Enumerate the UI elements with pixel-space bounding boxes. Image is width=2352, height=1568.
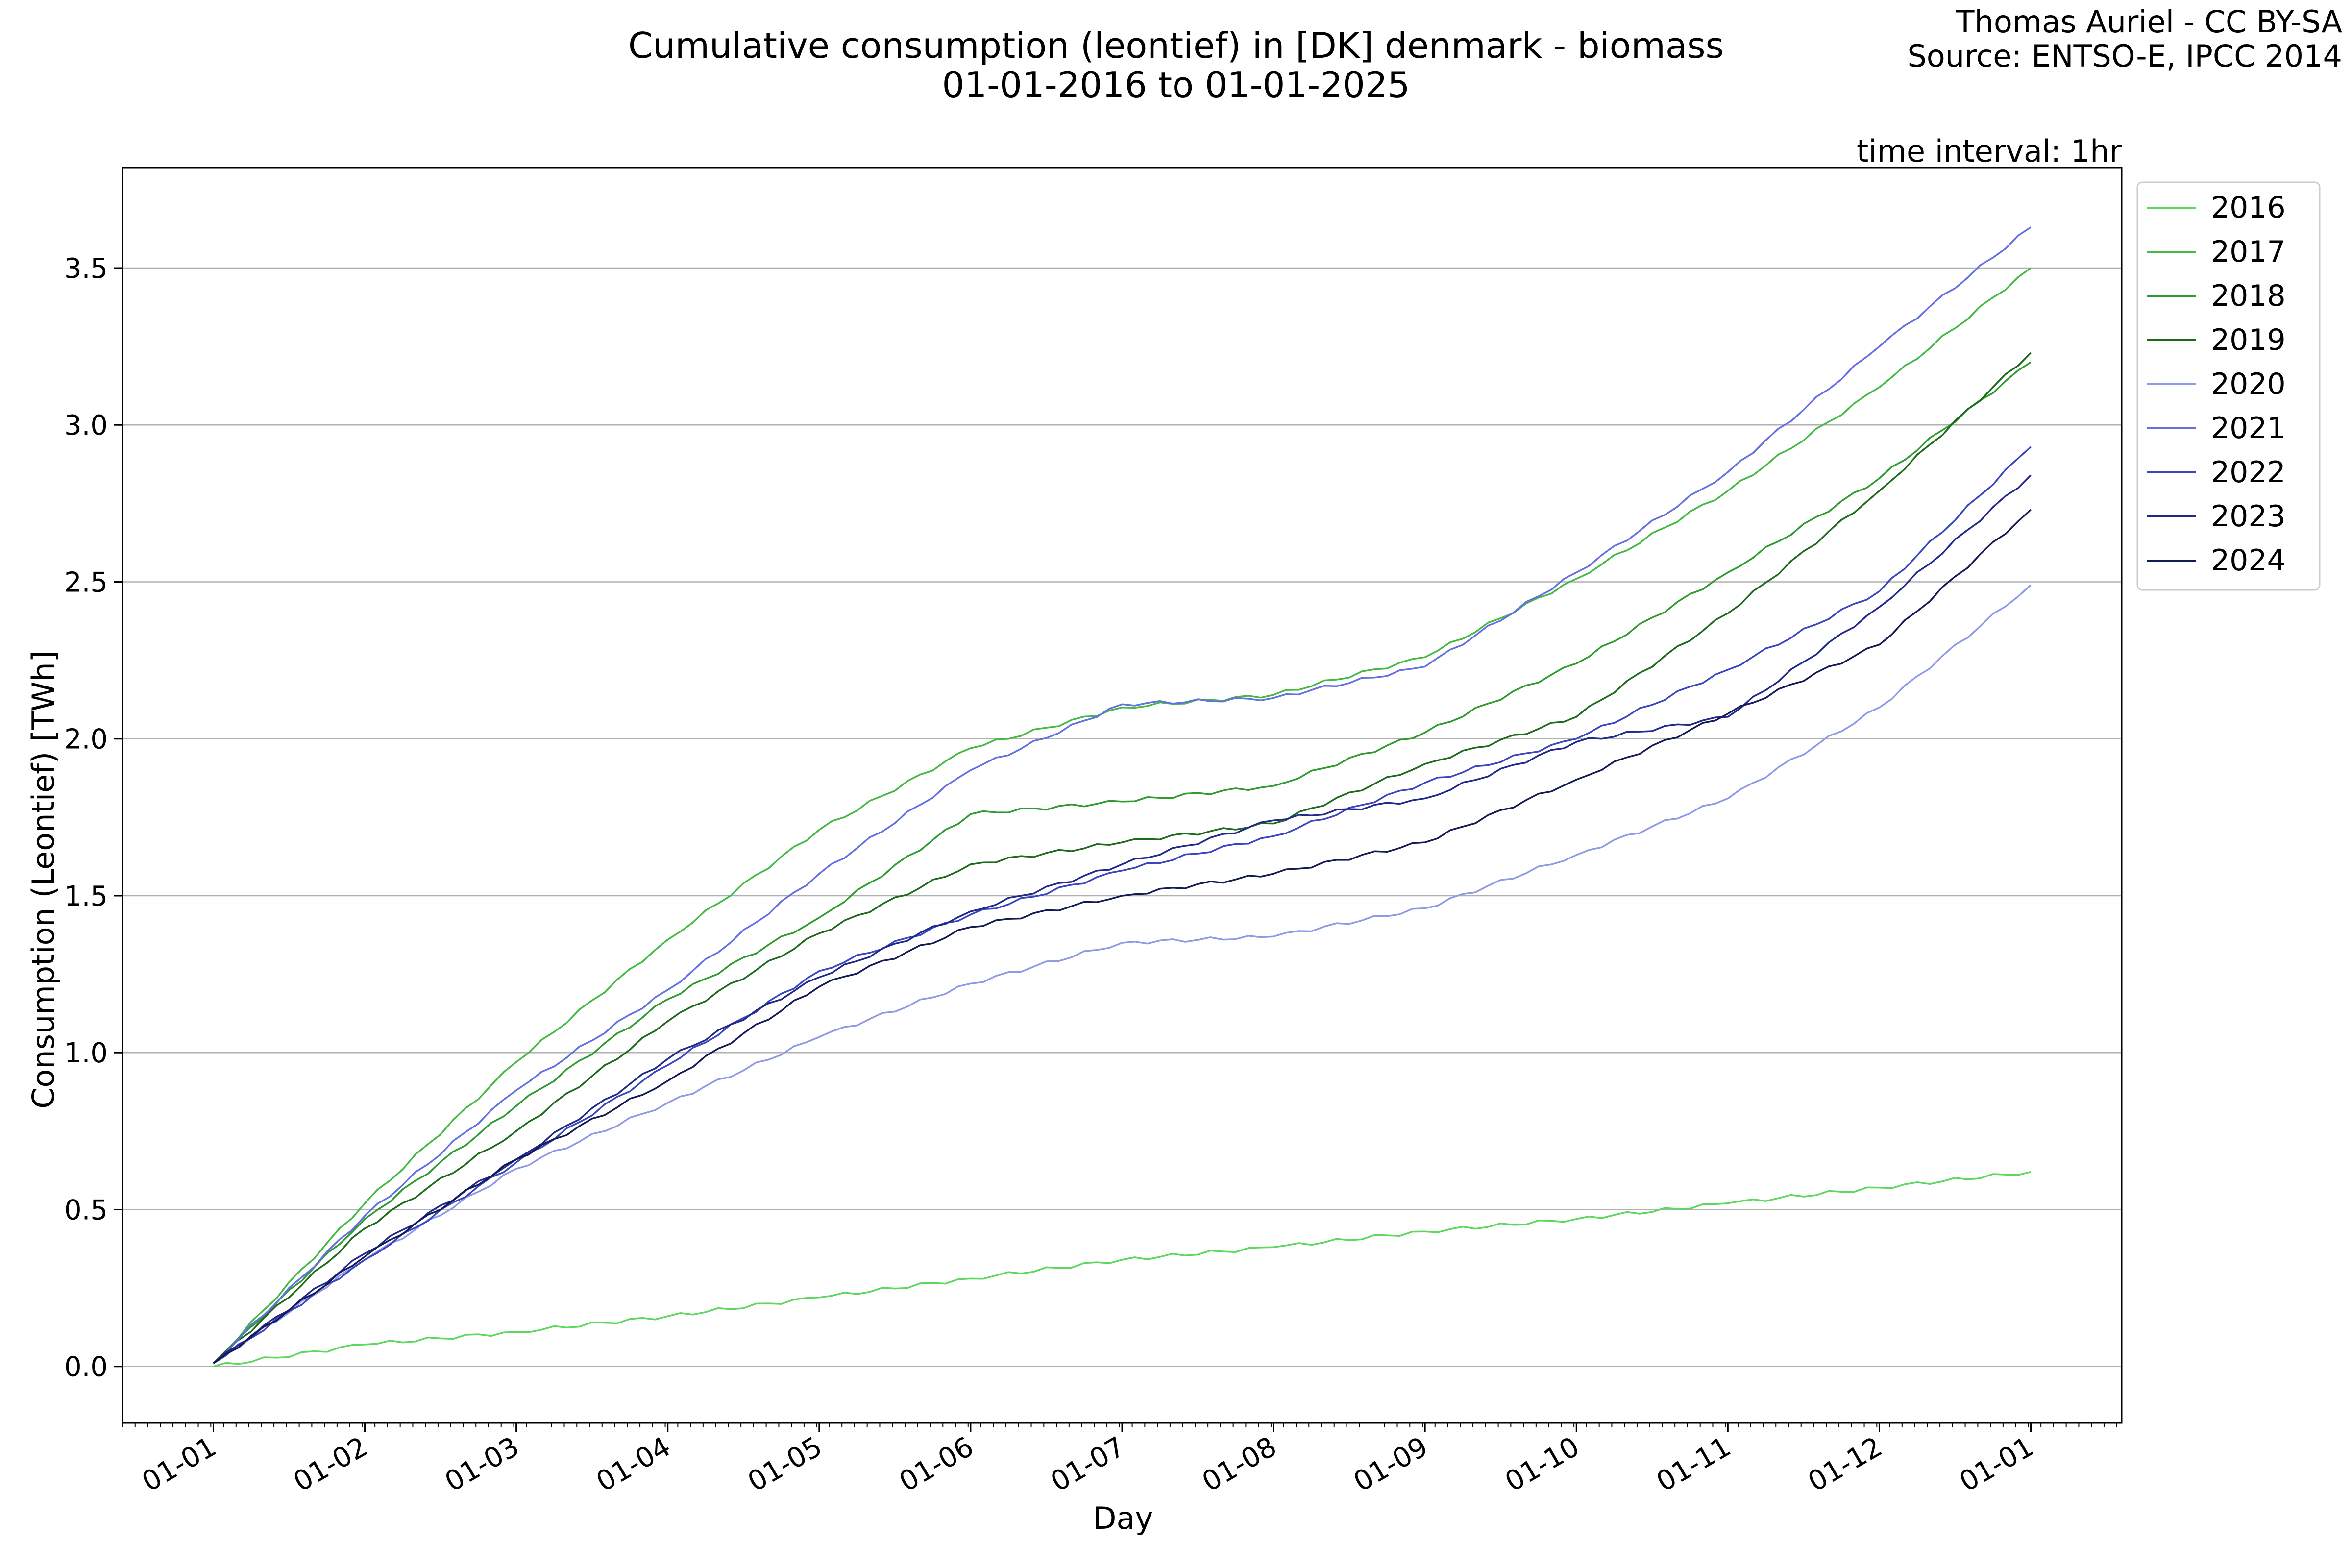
series-line-2024 — [213, 509, 2032, 1364]
x-tick-label: 01-03 — [440, 1431, 524, 1498]
legend-label-2021: 2021 — [2211, 411, 2286, 445]
plot-frame — [122, 167, 2123, 1424]
interval-note: time interval: 1hr — [1857, 133, 2122, 169]
series-line-2016 — [213, 1171, 2031, 1368]
x-tick-label: 01-08 — [1197, 1431, 1282, 1498]
legend-label-2023: 2023 — [2211, 499, 2286, 534]
legend-label-2018: 2018 — [2211, 279, 2286, 313]
x-axis-label: Day — [1093, 1500, 1153, 1536]
series-line-2018 — [213, 361, 2032, 1364]
x-tick-label: 01-07 — [1046, 1431, 1130, 1498]
y-axis-label: Consumption (Leontief) [TWh] — [25, 650, 61, 1109]
x-tick-label: 01-05 — [742, 1431, 827, 1498]
legend-label-2016: 2016 — [2211, 191, 2286, 225]
x-tick-label: 01-01 — [1954, 1431, 2039, 1498]
y-tick-label: 2.5 — [64, 566, 108, 598]
y-tick-label: 0.0 — [64, 1351, 108, 1383]
series-line-2020 — [213, 584, 2032, 1364]
legend-box — [2136, 181, 2321, 591]
y-tick-label: 0.5 — [64, 1194, 108, 1226]
credit-source: Source: ENTSO-E, IPCC 2014 — [1907, 38, 2342, 74]
x-tick-label: 01-09 — [1348, 1431, 1433, 1498]
y-tick-label: 3.5 — [64, 253, 108, 285]
series-line-2021 — [213, 226, 2032, 1364]
y-tick-label: 1.5 — [64, 881, 108, 912]
x-tick-label: 01-11 — [1651, 1431, 1736, 1498]
series-line-2019 — [213, 352, 2032, 1364]
y-tick-label: 2.0 — [64, 724, 108, 756]
legend-label-2017: 2017 — [2211, 235, 2286, 269]
chart-subtitle: 01-01-2016 to 01-01-2025 — [942, 64, 1410, 105]
legend-label-2019: 2019 — [2211, 323, 2286, 357]
credit-author: Thomas Auriel - CC BY-SA — [1956, 4, 2342, 40]
series-line-2017 — [213, 267, 2032, 1364]
legend: 2016 2017 2018 2019 2020 2021 2022 2023 2024 — [2136, 181, 2321, 591]
legend-label-2022: 2022 — [2211, 455, 2286, 490]
y-tick-label: 3.0 — [64, 410, 108, 441]
series-line-2022 — [213, 446, 2032, 1364]
x-tick-label: 01-12 — [1803, 1431, 1887, 1498]
plot-area: 0.0 0.5 1.0 1.5 2.0 2.5 3.0 3.5 01-01 01-02 01-03 0… — [64, 167, 2123, 1498]
x-tick-label: 01-10 — [1500, 1431, 1585, 1498]
legend-label-2024: 2024 — [2211, 543, 2286, 578]
y-tick-label: 1.0 — [64, 1037, 108, 1069]
x-tick-label: 01-02 — [288, 1431, 373, 1498]
x-tick-label: 01-01 — [137, 1431, 221, 1498]
x-tick-label: 01-04 — [591, 1431, 676, 1498]
series-line-2023 — [213, 474, 2032, 1364]
chart-title: Cumulative consumption (leontief) in [DK… — [628, 25, 1724, 66]
x-tick-label: 01-06 — [894, 1431, 979, 1498]
legend-label-2020: 2020 — [2211, 367, 2286, 401]
